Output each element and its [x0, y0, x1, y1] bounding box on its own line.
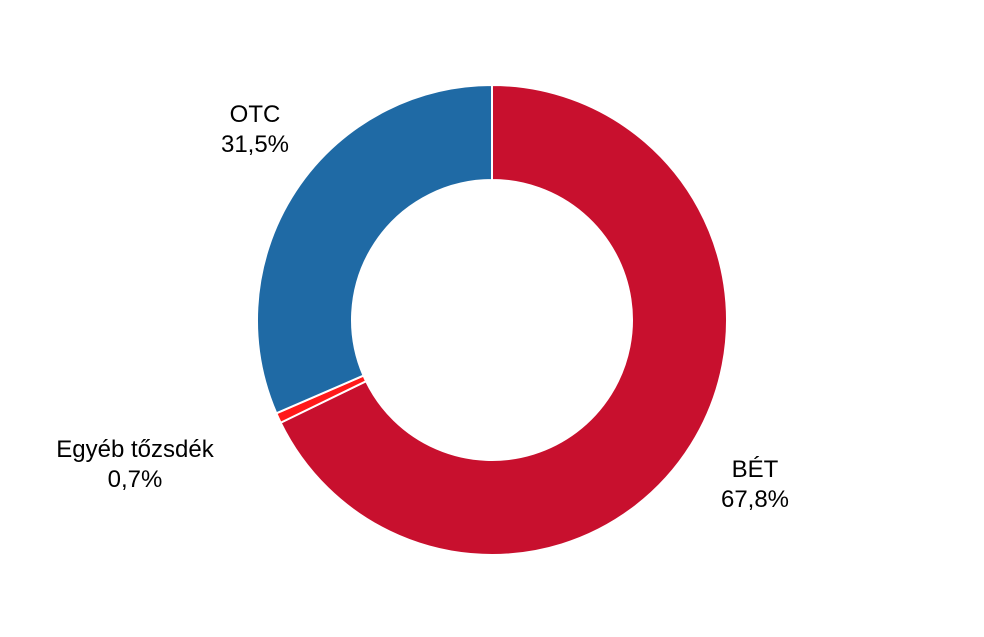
label-egyeb: Egyéb tőzsdék 0,7% [56, 435, 213, 495]
label-bet-name: BÉT [732, 456, 779, 483]
donut-chart: BÉT 67,8% Egyéb tőzsdék 0,7% OTC 31,5% [0, 0, 984, 637]
label-bet: BÉT 67,8% [721, 455, 789, 515]
label-egyeb-name: Egyéb tőzsdék [56, 436, 213, 463]
label-bet-pct: 67,8% [721, 486, 789, 513]
donut-slice [257, 85, 492, 413]
label-egyeb-pct: 0,7% [108, 466, 163, 493]
donut-svg [0, 0, 984, 637]
label-otc: OTC 31,5% [221, 100, 289, 160]
label-otc-pct: 31,5% [221, 131, 289, 158]
label-otc-name: OTC [230, 101, 281, 128]
